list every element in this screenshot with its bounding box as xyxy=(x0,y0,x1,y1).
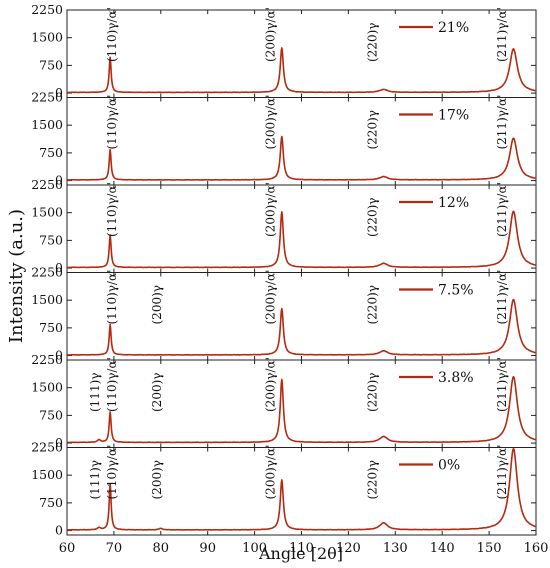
peak-label: (200)γ/α' xyxy=(263,445,277,500)
y-tick-label: 750 xyxy=(39,407,63,422)
x-tick-label: 140 xyxy=(430,541,455,556)
spectrum-line xyxy=(66,135,537,181)
y-tick-label: 0 xyxy=(55,85,63,100)
x-axis-label: Angle [2θ] xyxy=(258,544,343,563)
panel-4: 0 750 1500 2250 (111)γ (110)γ/α' (200)γ (200)γ/… xyxy=(31,352,537,450)
peak-label: (200)γ/α' xyxy=(263,95,277,150)
panel-3: 0 750 1500 2250 (110)γ/α' (200)γ (200)γ/α' (220… xyxy=(31,265,537,363)
peak-label: (211)γ/α' xyxy=(495,182,509,237)
peak-label: (110)γ/α' xyxy=(105,270,119,325)
panel-2: 0 750 1500 2250 (110)γ/α' (200)γ/α' (220)γ (211… xyxy=(31,177,537,275)
peak-label: (110)γ/α' xyxy=(105,182,119,237)
legend-label: 3.8% xyxy=(438,370,474,386)
peak-label: (111)γ xyxy=(88,460,102,499)
panels: 0 750 1500 2250 (110)γ/α' (200)γ/α' (220)γ (211… xyxy=(31,2,537,538)
x-tick-label: 130 xyxy=(383,541,408,556)
x-axis: 60 70 80 90 100 110 120 130 140 150 160 xyxy=(59,541,549,556)
y-tick-label: 1500 xyxy=(31,467,63,482)
peak-label: (111)γ xyxy=(88,373,102,412)
spectrum-line xyxy=(66,298,537,356)
y-tick-label: 750 xyxy=(39,495,63,510)
y-tick-label: 2250 xyxy=(31,352,63,367)
legend-label: 12% xyxy=(438,195,469,211)
y-tick-label: 2250 xyxy=(31,265,63,280)
peak-label: (200)γ xyxy=(150,373,164,412)
legend-label: 0% xyxy=(438,458,460,474)
peak-label: (200)γ/α' xyxy=(263,270,277,325)
panel-1: 0 750 1500 2250 (110)γ/α' (200)γ/α' (220)γ (211… xyxy=(31,90,537,188)
y-tick-label: 750 xyxy=(39,145,63,160)
x-tick-label: 60 xyxy=(59,541,76,556)
x-tick-label: 70 xyxy=(106,541,123,556)
legend-label: 21% xyxy=(438,20,469,36)
peak-label: (110)γ/α' xyxy=(105,7,119,62)
peak-label: (220)γ xyxy=(366,373,380,412)
x-tick-label: 150 xyxy=(477,541,502,556)
legend-label: 17% xyxy=(438,108,469,124)
y-tick-label: 750 xyxy=(39,320,63,335)
peak-label: (220)γ xyxy=(366,198,380,237)
peak-label: (211)γ/α' xyxy=(495,270,509,325)
peak-label: (220)γ xyxy=(366,110,380,149)
y-tick-label: 2250 xyxy=(31,2,63,17)
panel-0: 0 750 1500 2250 (110)γ/α' (200)γ/α' (220)γ (211… xyxy=(31,2,537,100)
x-tick-label: 80 xyxy=(153,541,170,556)
spectrum-line xyxy=(66,210,537,269)
y-tick-label: 750 xyxy=(39,57,63,72)
peak-label: (110)γ/α' xyxy=(105,445,119,500)
peak-label: (211)γ/α' xyxy=(495,357,509,412)
peak-label: (200)γ/α' xyxy=(263,357,277,412)
peak-label: (211)γ/α' xyxy=(495,445,509,500)
y-tick-label: 0 xyxy=(55,348,63,363)
x-tick-label: 90 xyxy=(199,541,216,556)
peak-label: (220)γ xyxy=(366,460,380,499)
spectrum-line xyxy=(66,47,537,94)
x-tick-label: 160 xyxy=(524,541,549,556)
y-tick-label: 2250 xyxy=(31,440,63,455)
y-tick-label: 2250 xyxy=(31,177,63,192)
spectrum-line xyxy=(66,375,537,444)
peak-label: (110)γ/α' xyxy=(105,357,119,412)
peak-label: (200)γ/α' xyxy=(263,7,277,62)
panel-frame xyxy=(66,447,537,536)
y-tick-label: 0 xyxy=(55,260,63,275)
y-axis-label: Intensity (a.u.) xyxy=(6,209,27,343)
peak-label: (220)γ xyxy=(366,23,380,62)
peak-label: (200)γ xyxy=(150,285,164,324)
y-tick-label: 0 xyxy=(55,523,63,538)
y-tick-label: 0 xyxy=(55,435,63,450)
spectrum-line xyxy=(66,447,537,531)
y-tick-label: 2250 xyxy=(31,90,63,105)
peak-label: (200)γ/α' xyxy=(263,182,277,237)
legend-label: 7.5% xyxy=(438,283,474,299)
peak-label: (200)γ xyxy=(150,460,164,499)
y-tick-label: 1500 xyxy=(31,380,63,395)
x-tick-label: 110 xyxy=(289,541,314,556)
x-tick-label: 100 xyxy=(242,541,267,556)
peak-label: (110)γ/α' xyxy=(105,95,119,150)
y-tick-label: 750 xyxy=(39,232,63,247)
y-tick-label: 1500 xyxy=(31,292,63,307)
peak-label: (220)γ xyxy=(366,285,380,324)
y-tick-label: 1500 xyxy=(31,205,63,220)
y-tick-label: 1500 xyxy=(31,30,63,45)
y-tick-label: 1500 xyxy=(31,117,63,132)
peak-label: (211)γ/α' xyxy=(495,95,509,150)
y-tick-label: 0 xyxy=(55,173,63,188)
peak-label: (211)γ/α' xyxy=(495,7,509,62)
x-tick-label: 120 xyxy=(336,541,361,556)
panel-5: 0 750 1500 2250 (111)γ (110)γ/α' (200)γ (200)γ/… xyxy=(31,440,537,538)
